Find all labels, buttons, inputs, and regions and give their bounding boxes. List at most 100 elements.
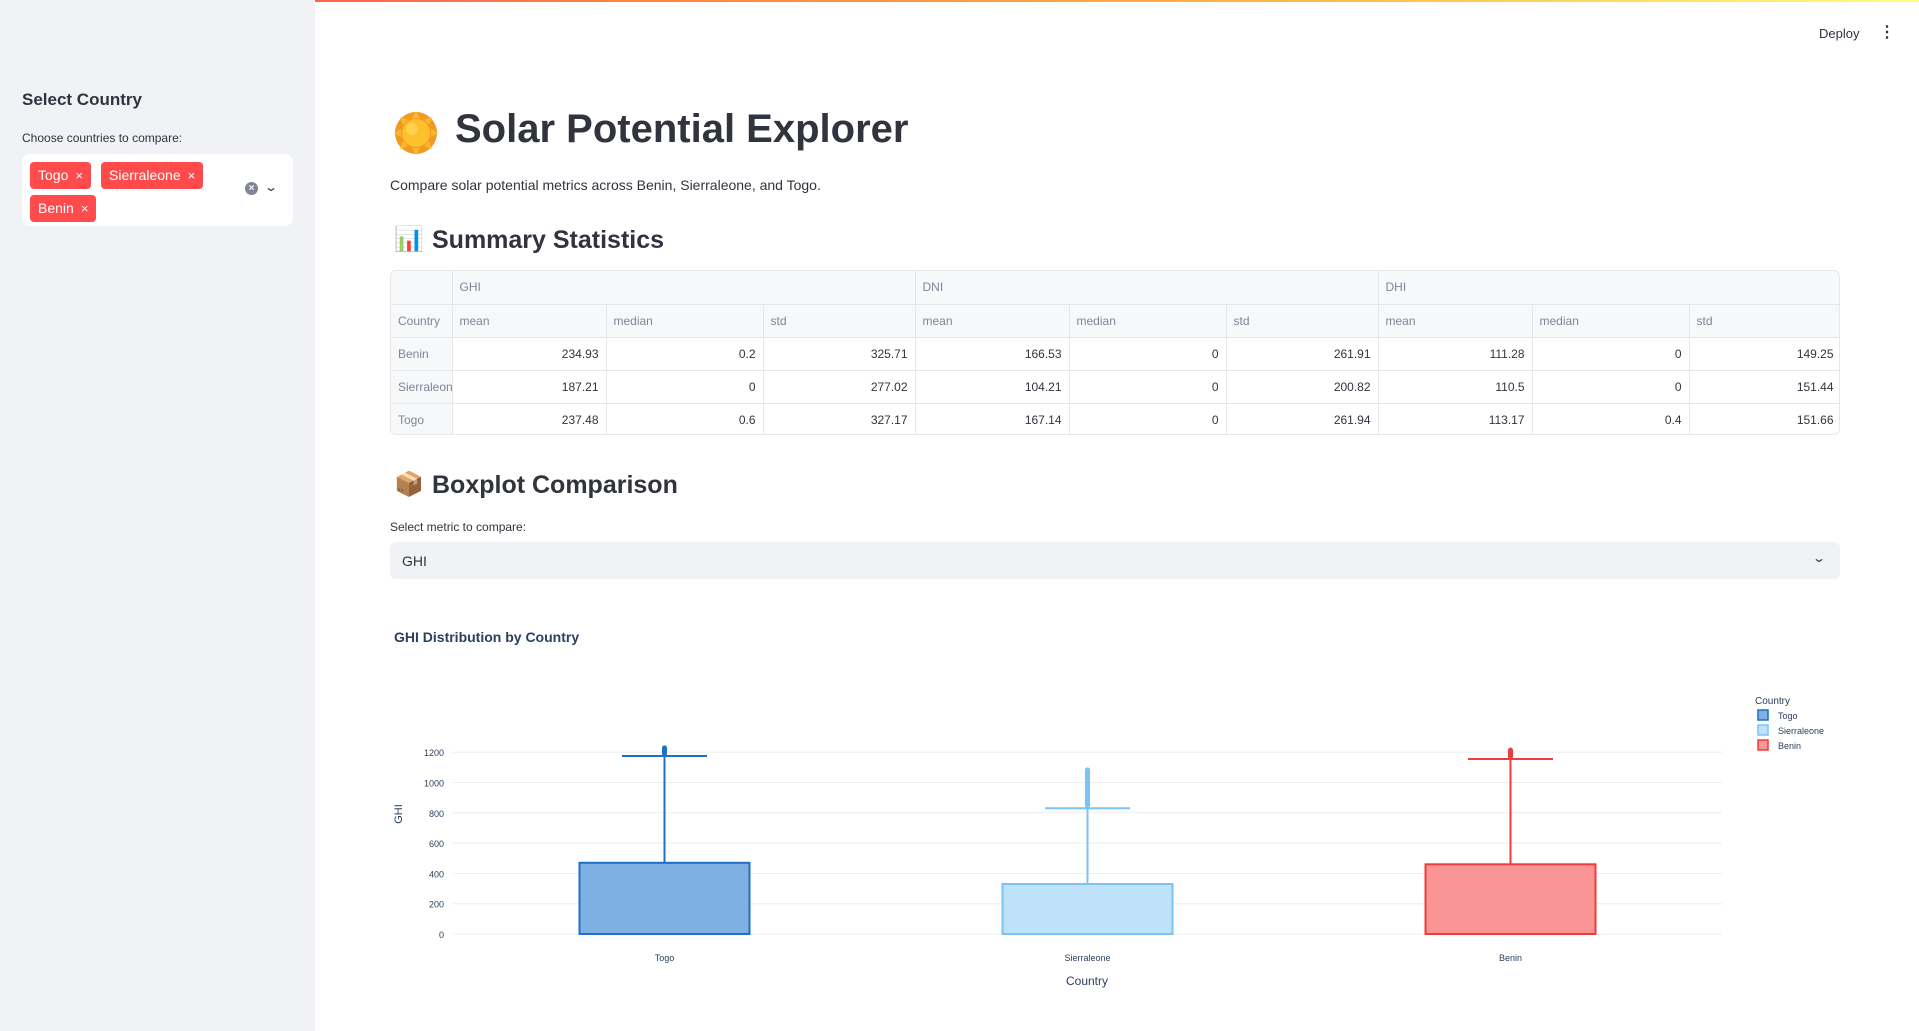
table-cell[interactable]: 113.17 xyxy=(1378,403,1533,434)
chip-label: Togo xyxy=(38,167,69,183)
metric-select-value: GHI xyxy=(402,553,427,569)
y-tick-label: 0 xyxy=(439,930,444,940)
y-tick-label: 200 xyxy=(429,900,444,910)
table-cell[interactable]: 0 xyxy=(606,370,764,404)
box-togo xyxy=(578,745,751,935)
summary-table[interactable]: GHI DNI DHI Country mean median std mean… xyxy=(390,270,1840,435)
chip-remove-icon[interactable]: × xyxy=(187,168,196,183)
package-icon: 📦 xyxy=(394,471,424,498)
chip-benin[interactable]: Benin × xyxy=(30,195,97,222)
table-column-header[interactable]: median xyxy=(606,304,764,338)
table-cell[interactable]: 151.66 xyxy=(1689,403,1839,434)
table-cell[interactable]: 0 xyxy=(1069,337,1227,371)
chevron-down-icon: ⌄ xyxy=(1811,551,1827,565)
table-cell[interactable]: 237.48 xyxy=(452,403,607,434)
table-cell[interactable]: 0 xyxy=(1532,370,1690,404)
table-group-header: GHI xyxy=(452,271,916,305)
table-index-header: Country xyxy=(391,304,453,338)
box-sierraleone xyxy=(1001,767,1174,936)
metric-select-label: Select metric to compare: xyxy=(390,520,527,534)
table-cell[interactable]: 234.93 xyxy=(452,337,607,371)
boxplot-heading: Boxplot Comparison xyxy=(432,471,678,499)
outlier-points xyxy=(662,745,667,756)
legend-item-label: Sierraleone xyxy=(1778,726,1824,736)
main-menu-icon[interactable]: ⋮ xyxy=(1879,24,1895,41)
y-tick-label: 1200 xyxy=(424,748,444,758)
table-cell[interactable]: 111.28 xyxy=(1378,337,1533,371)
table-row: Togo 237.48 0.6 327.17 167.14 0 261.94 1… xyxy=(391,403,1839,434)
table-column-header[interactable]: mean xyxy=(915,304,1070,338)
table-cell[interactable]: 149.25 xyxy=(1689,337,1839,371)
sun-icon xyxy=(394,111,438,155)
legend-item-label: Togo xyxy=(1778,711,1798,721)
y-tick-label: 600 xyxy=(429,839,444,849)
table-cell[interactable]: 261.91 xyxy=(1226,337,1379,371)
x-tick-label: Togo xyxy=(655,953,675,963)
top-decoration-bar xyxy=(0,0,1919,2)
x-tick-label: Benin xyxy=(1499,953,1522,963)
table-column-header[interactable]: median xyxy=(1069,304,1227,338)
country-multiselect[interactable]: Togo × Sierraleone × Benin × × ⌄ xyxy=(22,154,293,226)
deploy-button[interactable]: Deploy xyxy=(1819,26,1860,41)
table-cell[interactable]: 0.4 xyxy=(1532,403,1690,434)
page-subtitle: Compare solar potential metrics across B… xyxy=(390,177,821,193)
table-header-row: Country mean median std mean median std … xyxy=(391,304,1839,338)
table-row-index: Sierraleone xyxy=(391,370,453,404)
box-body xyxy=(578,861,751,935)
table-cell[interactable]: 0 xyxy=(1532,337,1690,371)
table-cell[interactable]: 187.21 xyxy=(452,370,607,404)
clear-icon[interactable]: × xyxy=(245,182,258,195)
y-tick-label: 1000 xyxy=(424,779,444,789)
table-cell[interactable]: 0.6 xyxy=(606,403,764,434)
chip-togo[interactable]: Togo × xyxy=(30,162,91,189)
outlier-points xyxy=(1508,747,1513,760)
outlier-points xyxy=(1085,767,1090,809)
legend-swatch xyxy=(1757,724,1769,736)
box-body xyxy=(1001,883,1174,936)
legend-title: Country xyxy=(1755,696,1790,707)
chip-label: Benin xyxy=(38,200,74,216)
table-cell[interactable]: 325.71 xyxy=(763,337,916,371)
page-title: Solar Potential Explorer xyxy=(455,107,909,151)
chip-sierraleone[interactable]: Sierraleone × xyxy=(101,162,204,189)
table-cell[interactable]: 261.94 xyxy=(1226,403,1379,434)
table-group-header: DNI xyxy=(915,271,1379,305)
table-column-header[interactable]: std xyxy=(763,304,916,338)
chip-remove-icon[interactable]: × xyxy=(80,201,89,216)
table-group-header-row: GHI DNI DHI xyxy=(391,271,1839,305)
y-tick-label: 800 xyxy=(429,809,444,819)
chip-label: Sierraleone xyxy=(109,167,181,183)
legend-item-label: Benin xyxy=(1778,741,1801,751)
table-column-header[interactable]: mean xyxy=(1378,304,1533,338)
table-cell[interactable]: 0.2 xyxy=(606,337,764,371)
bar-chart-icon: 📊 xyxy=(394,226,424,253)
table-column-header[interactable]: median xyxy=(1532,304,1690,338)
table-cell[interactable]: 104.21 xyxy=(915,370,1070,404)
table-row: Sierraleone 187.21 0 277.02 104.21 0 200… xyxy=(391,370,1839,404)
table-column-header[interactable]: mean xyxy=(452,304,607,338)
legend-swatch xyxy=(1757,709,1769,721)
chip-remove-icon[interactable]: × xyxy=(75,168,83,183)
table-cell[interactable]: 166.53 xyxy=(915,337,1070,371)
table-cell[interactable]: 200.82 xyxy=(1226,370,1379,404)
sidebar: Select Country Choose countries to compa… xyxy=(0,0,315,1031)
table-column-header[interactable]: std xyxy=(1689,304,1839,338)
summary-heading: Summary Statistics xyxy=(432,226,665,254)
table-cell[interactable]: 110.5 xyxy=(1378,370,1533,404)
table-cell[interactable]: 167.14 xyxy=(915,403,1070,434)
chevron-down-icon[interactable]: ⌄ xyxy=(263,180,279,194)
metric-select[interactable]: GHI ⌄ xyxy=(390,542,1840,579)
y-axis-label: GHI xyxy=(393,804,405,824)
table-row-index: Benin xyxy=(391,337,453,371)
chart-title: GHI Distribution by Country xyxy=(394,629,580,645)
table-row: Benin 234.93 0.2 325.71 166.53 0 261.91 … xyxy=(391,337,1839,371)
table-cell[interactable]: 0 xyxy=(1069,403,1227,434)
table-cell[interactable]: 0 xyxy=(1069,370,1227,404)
legend-swatch xyxy=(1757,739,1769,751)
boxplot-chart[interactable]: 0 200 400 600 800 1000 1200 Togo Sierraleone Ben… xyxy=(380,680,1860,1000)
table-column-header[interactable]: std xyxy=(1226,304,1379,338)
table-cell[interactable]: 151.44 xyxy=(1689,370,1839,404)
y-tick-label: 400 xyxy=(429,869,444,879)
table-cell[interactable]: 277.02 xyxy=(763,370,916,404)
table-cell[interactable]: 327.17 xyxy=(763,403,916,434)
